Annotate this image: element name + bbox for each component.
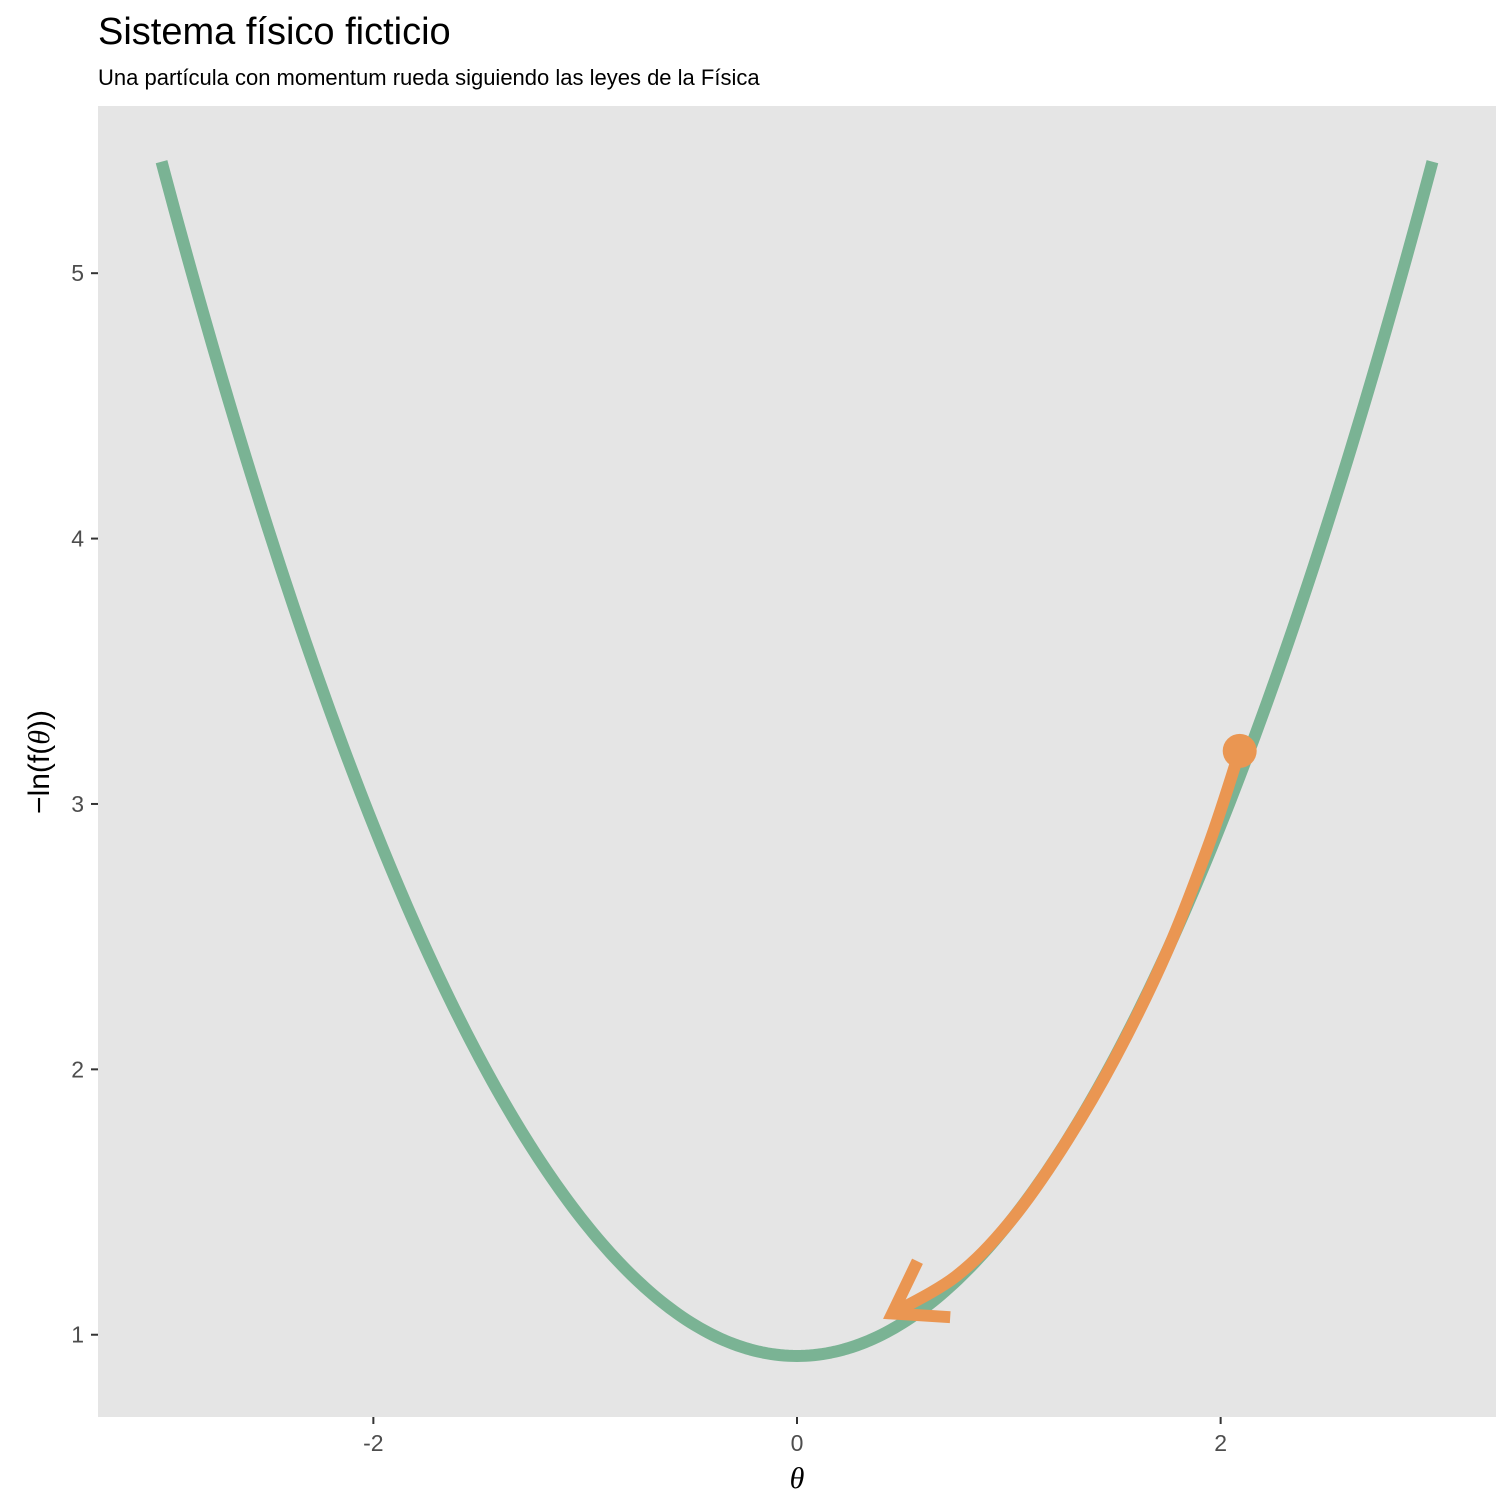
y-tick-label: 1 bbox=[71, 1322, 84, 1348]
chart-subtitle: Una partícula con momentum rueda siguien… bbox=[98, 65, 760, 90]
particle bbox=[1222, 733, 1257, 768]
chart-title: Sistema físico ficticio bbox=[98, 11, 451, 53]
trajectory-arrowhead bbox=[883, 1258, 951, 1324]
y-tick-label: 5 bbox=[71, 260, 84, 286]
y-axis-label-prefix: −ln(f( bbox=[23, 745, 56, 814]
y-axis-label-suffix: )) bbox=[23, 710, 56, 730]
x-axis-label: θ bbox=[790, 1462, 805, 1495]
y-tick-label: 4 bbox=[71, 526, 84, 552]
x-tick-label: 0 bbox=[791, 1430, 804, 1456]
y-axis: 1 2 3 4 5 bbox=[71, 260, 98, 1348]
x-tick-label: 2 bbox=[1214, 1430, 1227, 1456]
y-tick-label: 2 bbox=[71, 1056, 84, 1082]
trajectory-arrow-line bbox=[889, 749, 1246, 1319]
x-tick-label: -2 bbox=[363, 1430, 383, 1456]
y-axis-label: −ln(f(θ)) bbox=[23, 710, 56, 814]
y-tick-label: 3 bbox=[71, 791, 84, 817]
plot-panel bbox=[98, 106, 1496, 1417]
plot-content bbox=[155, 160, 1439, 1362]
x-axis: -2 0 2 bbox=[363, 1417, 1227, 1456]
y-axis-label-symbol: θ bbox=[23, 730, 56, 745]
